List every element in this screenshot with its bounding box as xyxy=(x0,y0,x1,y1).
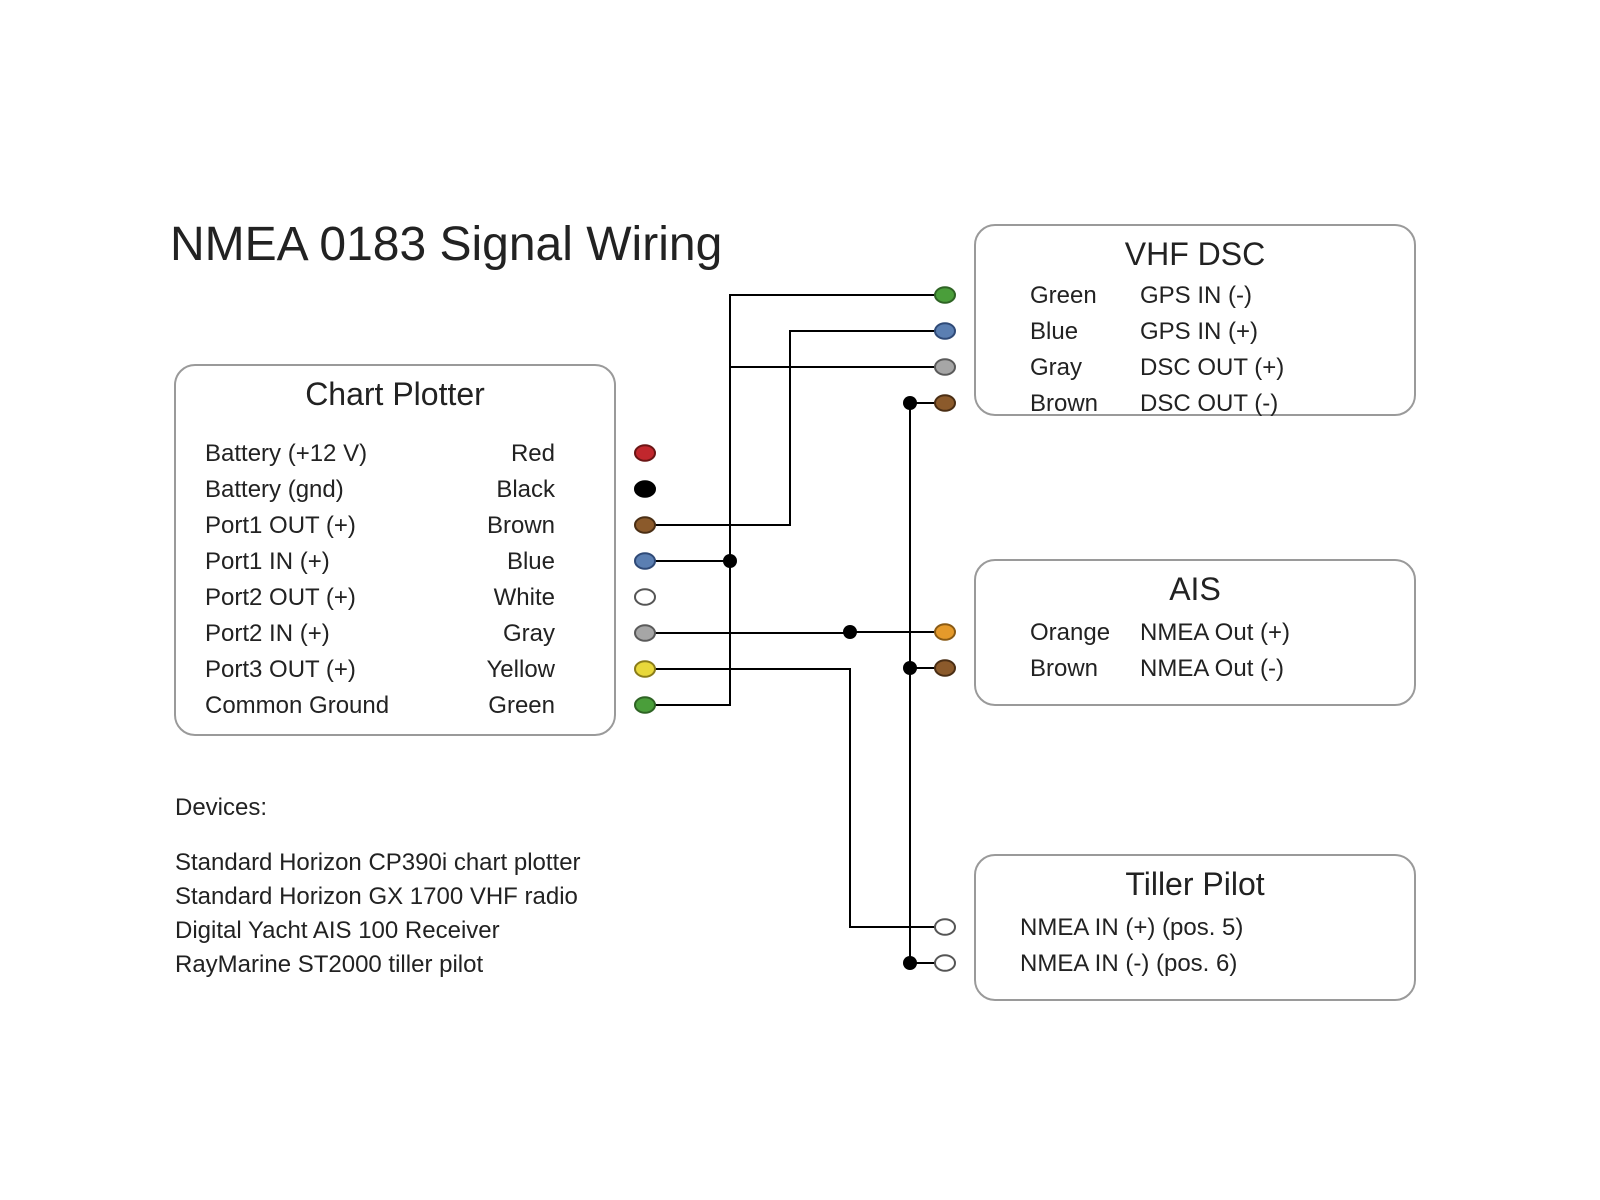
box-vhf-title: VHF DSC xyxy=(1125,236,1265,272)
plotter-row-3-label: Port1 IN (+) xyxy=(205,548,330,575)
tiller-row-0-label: NMEA IN (+) (pos. 5) xyxy=(1020,914,1243,941)
devices-item-3: RayMarine ST2000 tiller pilot xyxy=(175,951,483,978)
plotter-row-7-colorname: Green xyxy=(488,692,555,719)
devices-item-0: Standard Horizon CP390i chart plotter xyxy=(175,849,581,876)
ais-row-0-colorname: Orange xyxy=(1030,619,1110,646)
vhf-row-1-label: GPS IN (+) xyxy=(1140,318,1258,345)
ais-pin-1 xyxy=(935,660,955,676)
plotter-pin-1 xyxy=(635,481,655,497)
vhf-row-1-colorname: Blue xyxy=(1030,318,1078,345)
ais-row-0-label: NMEA Out (+) xyxy=(1140,619,1290,646)
box-plotter-title: Chart Plotter xyxy=(305,376,485,412)
devices-item-1: Standard Horizon GX 1700 VHF radio xyxy=(175,883,578,910)
vhf-pin-1 xyxy=(935,323,955,339)
ais-row-1-colorname: Brown xyxy=(1030,655,1098,682)
plotter-pin-7 xyxy=(635,697,655,713)
plotter-row-6-label: Port3 OUT (+) xyxy=(205,656,356,683)
tiller-pin-1 xyxy=(935,955,955,971)
plotter-row-6-colorname: Yellow xyxy=(487,656,556,683)
plotter-pin-0 xyxy=(635,445,655,461)
plotter-row-0-label: Battery (+12 V) xyxy=(205,440,367,467)
wire-plotter-port2in-to-ais-outpos xyxy=(645,632,945,633)
plotter-row-2-label: Port1 OUT (+) xyxy=(205,512,356,539)
plotter-row-2-colorname: Brown xyxy=(487,512,555,539)
vhf-row-2-label: DSC OUT (+) xyxy=(1140,354,1284,381)
junction-bus-vhf xyxy=(903,396,917,410)
plotter-pin-6 xyxy=(635,661,655,677)
plotter-row-4-label: Port2 OUT (+) xyxy=(205,584,356,611)
wire-plotter-port1in-to-vhf-dscoutpos xyxy=(645,367,945,561)
junction-bus-ais xyxy=(903,661,917,675)
ais-pin-0 xyxy=(935,624,955,640)
devices-item-2: Digital Yacht AIS 100 Receiver xyxy=(175,917,500,944)
plotter-row-5-colorname: Gray xyxy=(503,620,555,647)
plotter-pin-3 xyxy=(635,553,655,569)
junction-bus-tiller xyxy=(903,956,917,970)
plotter-row-1-colorname: Black xyxy=(496,476,556,503)
plotter-pin-2 xyxy=(635,517,655,533)
box-ais-title: AIS xyxy=(1169,571,1221,607)
plotter-pin-5 xyxy=(635,625,655,641)
vhf-row-3-colorname: Brown xyxy=(1030,390,1098,417)
tiller-row-1-label: NMEA IN (-) (pos. 6) xyxy=(1020,950,1237,977)
box-tiller-title: Tiller Pilot xyxy=(1125,866,1264,902)
vhf-pin-3 xyxy=(935,395,955,411)
wire-plotter-port3out-to-tiller-inpos xyxy=(645,669,945,927)
plotter-row-4-colorname: White xyxy=(494,584,555,611)
vhf-row-0-colorname: Green xyxy=(1030,282,1097,309)
devices-heading: Devices: xyxy=(175,794,267,821)
wire-plotter-port1out-to-vhf-gpsinpos xyxy=(645,331,945,525)
tiller-pin-0 xyxy=(935,919,955,935)
vhf-row-2-colorname: Gray xyxy=(1030,354,1082,381)
ais-row-1-label: NMEA Out (-) xyxy=(1140,655,1284,682)
plotter-row-1-label: Battery (gnd) xyxy=(205,476,344,503)
vhf-row-3-label: DSC OUT (-) xyxy=(1140,390,1278,417)
junction-col3-ais xyxy=(843,625,857,639)
vhf-row-0-label: GPS IN (-) xyxy=(1140,282,1252,309)
plotter-row-7-label: Common Ground xyxy=(205,692,389,719)
plotter-pin-4 xyxy=(635,589,655,605)
plotter-row-5-label: Port2 IN (+) xyxy=(205,620,330,647)
plotter-row-0-colorname: Red xyxy=(511,440,555,467)
vhf-pin-2 xyxy=(935,359,955,375)
vhf-pin-0 xyxy=(935,287,955,303)
wire-ground-to-vhf-gpsinneg xyxy=(645,295,945,705)
junction-green-port1in xyxy=(723,554,737,568)
diagram-title: NMEA 0183 Signal Wiring xyxy=(170,218,722,271)
plotter-row-3-colorname: Blue xyxy=(507,548,555,575)
